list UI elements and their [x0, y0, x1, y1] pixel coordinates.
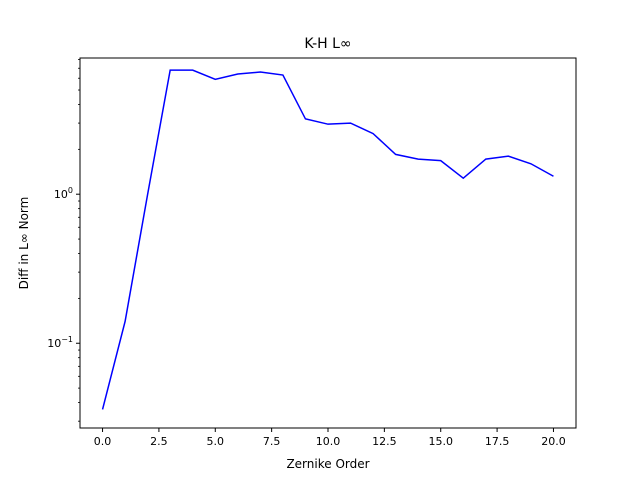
data-point — [529, 162, 532, 165]
data-point — [169, 69, 172, 72]
x-tick-label: 12.5 — [372, 435, 397, 448]
data-point — [146, 193, 149, 196]
data-point — [304, 117, 307, 120]
y-axis-label: Diff in L∞ Norm — [17, 197, 31, 290]
x-tick-label: 20.0 — [541, 435, 566, 448]
data-point — [191, 69, 194, 72]
data-point — [552, 175, 555, 178]
data-point — [124, 320, 127, 323]
plot-area — [79, 57, 577, 429]
data-point — [259, 71, 262, 74]
x-tick-label: 15.0 — [428, 435, 453, 448]
data-point — [101, 408, 104, 411]
data-point — [372, 132, 375, 135]
x-tick-label: 5.0 — [207, 435, 225, 448]
data-point — [394, 153, 397, 156]
x-tick-label: 17.5 — [485, 435, 510, 448]
y-axis: 10−1 100 — [47, 59, 80, 422]
chart-title: K-H L∞ — [304, 36, 351, 52]
x-tick-label: 2.5 — [150, 435, 168, 448]
data-point — [214, 78, 217, 81]
data-point — [281, 74, 284, 77]
data-point — [327, 123, 330, 126]
data-point — [417, 158, 420, 161]
x-tick-label: 7.5 — [263, 435, 281, 448]
data-point — [349, 122, 352, 125]
y-tick-label: 10−1 — [47, 335, 73, 350]
data-point — [462, 177, 465, 180]
data-point — [236, 73, 239, 76]
data-point — [484, 158, 487, 161]
x-tick-label: 10.0 — [316, 435, 341, 448]
x-tick-label: 0.0 — [94, 435, 112, 448]
y-tick-label: 100 — [54, 186, 73, 201]
series-line — [101, 69, 554, 410]
data-point — [507, 155, 510, 158]
series-points — [101, 69, 555, 411]
x-axis-label: Zernike Order — [286, 457, 369, 471]
x-axis: 0.0 2.5 5.0 7.5 10.0 12.5 15.0 17.5 20.0 — [94, 428, 566, 448]
data-point — [439, 159, 442, 162]
